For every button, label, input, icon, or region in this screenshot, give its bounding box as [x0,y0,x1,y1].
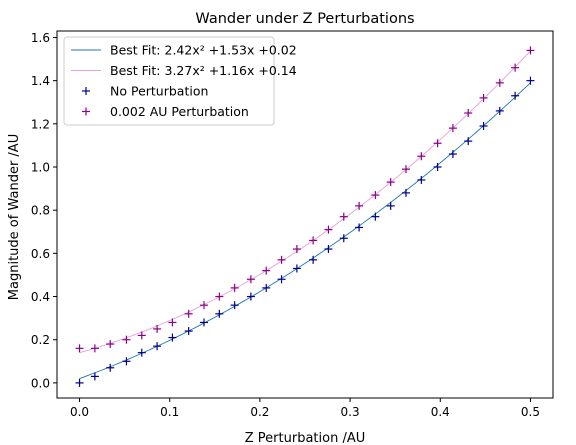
x-tick-label: 0.5 [521,405,540,419]
legend: Best Fit: 2.42x² +1.53x +0.02 Best Fit: 3… [63,36,297,126]
series-1-point [262,283,271,292]
x-axis-label: Z Perturbation /AU [245,431,365,445]
series-2-point [168,318,177,327]
series-1-point [371,212,380,221]
series-1-point [309,255,318,264]
series-2-point [402,165,411,174]
series-1-point [230,301,239,310]
y-tick-label: 1.2 [31,117,50,131]
legend-entry: 0.002 AU Perturbation [82,104,249,119]
series-2-point [199,301,208,310]
y-axis-label: Magnitude of Wander /AU [7,134,22,300]
series-2-point [90,344,99,353]
series-1-point [386,201,395,210]
x-tick-label: 0.2 [250,405,269,419]
series-2-point [215,292,224,301]
plot-area [56,30,554,399]
legend-marker-swatch [82,87,90,95]
series-1-point [106,363,115,372]
y-tick-label: 0.8 [31,204,50,218]
series-2-point [106,340,115,349]
x-axis-ticks: 0.0 0.1 0.2 0.3 0.4 0.5 [70,398,540,419]
series-1-point [246,292,255,301]
legend-label: 0.002 AU Perturbation [110,104,249,119]
series-1-point [355,223,364,232]
series-1-point [464,137,473,146]
y-tick-label: 1.6 [31,31,50,45]
series-2-point [292,245,301,254]
series-1-point [153,342,162,351]
legend-label: Best Fit: 3.27x² +1.16x +0.14 [110,63,297,78]
series-2-point [495,78,504,87]
series-2-point [309,236,318,245]
series-1-point [433,163,442,172]
series-1-point [511,91,520,100]
y-tick-label: 0.2 [31,333,50,347]
x-tick-label: 0.0 [70,405,89,419]
legend-label: No Perturbation [110,84,208,99]
series-1-point [479,121,488,130]
series-2-point [184,309,193,318]
series-2-point [464,109,473,118]
series-2-point [371,191,380,200]
legend-marker-swatch [82,107,90,116]
series-2-point [324,225,333,234]
series-2-point [75,344,84,353]
series-1-point [402,188,411,197]
series-1-point [339,234,348,243]
chart-title: Wander under Z Perturbations [195,11,414,27]
fit-line-1 [79,82,531,379]
series-1-point [292,264,301,273]
series-2-point [246,275,255,284]
y-tick-label: 0.4 [31,290,50,304]
legend-entry: Best Fit: 2.42x² +1.53x +0.02 [71,43,297,58]
series-2-point [153,324,162,333]
fit-line-2 [79,50,531,354]
series-2-point [262,266,271,275]
series-1-point [122,357,131,366]
y-tick-label: 1.0 [31,161,50,175]
series-1-point [417,175,426,184]
series-1-point [526,76,535,85]
series-2-point [511,63,520,72]
series-1-point [448,150,457,159]
legend-entry: No Perturbation [82,84,208,99]
y-tick-label: 0.6 [31,247,50,261]
series-2-point [339,212,348,221]
series-2-point [417,152,426,161]
legend-label: Best Fit: 2.42x² +1.53x +0.02 [110,43,297,58]
series-2-point [526,46,535,55]
series-1-point [277,275,286,284]
x-tick-label: 0.1 [160,405,179,419]
y-tick-label: 0.0 [31,376,50,390]
plot-frame [56,30,554,399]
series-1-point [495,106,504,115]
x-tick-label: 0.3 [341,405,360,419]
series-1-point [75,378,84,387]
series-2-point [230,283,239,292]
series-1-point [90,372,99,381]
series-1-point [184,327,193,336]
legend-box [63,36,275,126]
series-2-point [122,335,131,344]
series-1-point [215,309,224,318]
y-tick-label: 1.4 [31,74,50,88]
series-2-point [277,255,286,264]
series-1-point [199,318,208,327]
series-1-point [137,348,146,357]
x-tick-label: 0.4 [431,405,450,419]
series-2-point [448,124,457,133]
series-2-point [137,331,146,340]
series-2-point [479,93,488,102]
series-2-point [355,201,364,210]
series-2-point [386,178,395,187]
series-1-point [168,333,177,342]
series-1-point [324,245,333,254]
legend-entry: Best Fit: 3.27x² +1.16x +0.14 [71,63,297,78]
y-axis-ticks: 0.0 0.2 0.4 0.6 0.8 1.0 1.2 1.4 1.6 [31,31,57,390]
series-2-point [433,139,442,148]
